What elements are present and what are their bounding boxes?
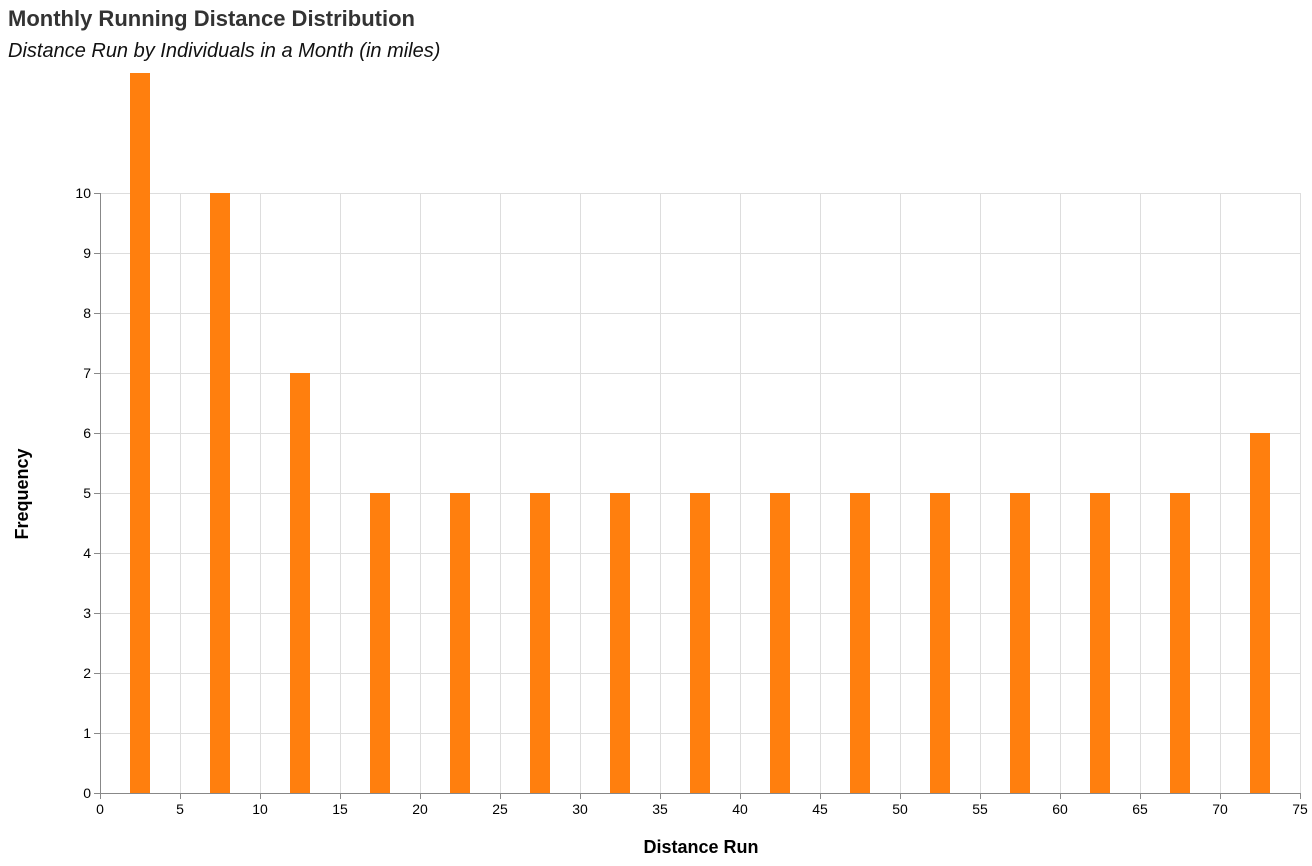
x-tick-label: 20 bbox=[412, 801, 428, 817]
y-axis-title: Frequency bbox=[12, 448, 32, 539]
y-tick-label: 6 bbox=[83, 425, 91, 441]
y-tick-label: 10 bbox=[75, 185, 91, 201]
histogram-bar bbox=[610, 493, 630, 793]
histogram-bar bbox=[930, 493, 950, 793]
x-tick-label: 50 bbox=[892, 801, 908, 817]
y-tick-label: 1 bbox=[83, 725, 91, 741]
x-tick-label: 65 bbox=[1132, 801, 1148, 817]
y-tick-label: 4 bbox=[83, 545, 91, 561]
x-tick-label: 15 bbox=[332, 801, 348, 817]
x-tick-label: 40 bbox=[732, 801, 748, 817]
y-tick-label: 8 bbox=[83, 305, 91, 321]
histogram-bar bbox=[210, 193, 230, 793]
x-axis: 0 5 10 15 20 25 30 35 40 45 50 55 60 65 70 75 bbox=[96, 793, 1308, 817]
histogram-bar bbox=[850, 493, 870, 793]
x-tick-label: 60 bbox=[1052, 801, 1068, 817]
bars bbox=[130, 73, 1270, 793]
histogram-bar bbox=[770, 493, 790, 793]
histogram-bar bbox=[1250, 433, 1270, 793]
histogram-bar bbox=[1010, 493, 1030, 793]
histogram-bar bbox=[530, 493, 550, 793]
histogram-bar bbox=[1170, 493, 1190, 793]
y-tick-label: 3 bbox=[83, 605, 91, 621]
histogram-bar bbox=[290, 373, 310, 793]
x-tick-label: 30 bbox=[572, 801, 588, 817]
x-tick-label: 0 bbox=[96, 801, 104, 817]
x-tick-label: 45 bbox=[812, 801, 828, 817]
y-tick-label: 9 bbox=[83, 245, 91, 261]
histogram-bar bbox=[1090, 493, 1110, 793]
chart-title: Monthly Running Distance Distribution bbox=[8, 6, 415, 31]
x-tick-label: 35 bbox=[652, 801, 668, 817]
chart-subtitle: Distance Run by Individuals in a Month (… bbox=[8, 40, 441, 62]
x-tick-label: 70 bbox=[1212, 801, 1228, 817]
y-tick-label: 0 bbox=[83, 785, 91, 801]
x-tick-label: 55 bbox=[972, 801, 988, 817]
y-tick-label: 5 bbox=[83, 485, 91, 501]
y-tick-label: 2 bbox=[83, 665, 91, 681]
histogram-bar bbox=[130, 73, 150, 793]
histogram-bar bbox=[450, 493, 470, 793]
x-tick-label: 25 bbox=[492, 801, 508, 817]
x-tick-label: 5 bbox=[176, 801, 184, 817]
x-tick-label: 10 bbox=[252, 801, 268, 817]
x-tick-label: 75 bbox=[1292, 801, 1308, 817]
y-axis: 0 1 2 3 4 5 6 7 8 9 10 bbox=[75, 185, 101, 801]
y-tick-label: 7 bbox=[83, 365, 91, 381]
x-axis-title: Distance Run bbox=[643, 837, 758, 857]
histogram-bar bbox=[370, 493, 390, 793]
histogram-bar bbox=[690, 493, 710, 793]
